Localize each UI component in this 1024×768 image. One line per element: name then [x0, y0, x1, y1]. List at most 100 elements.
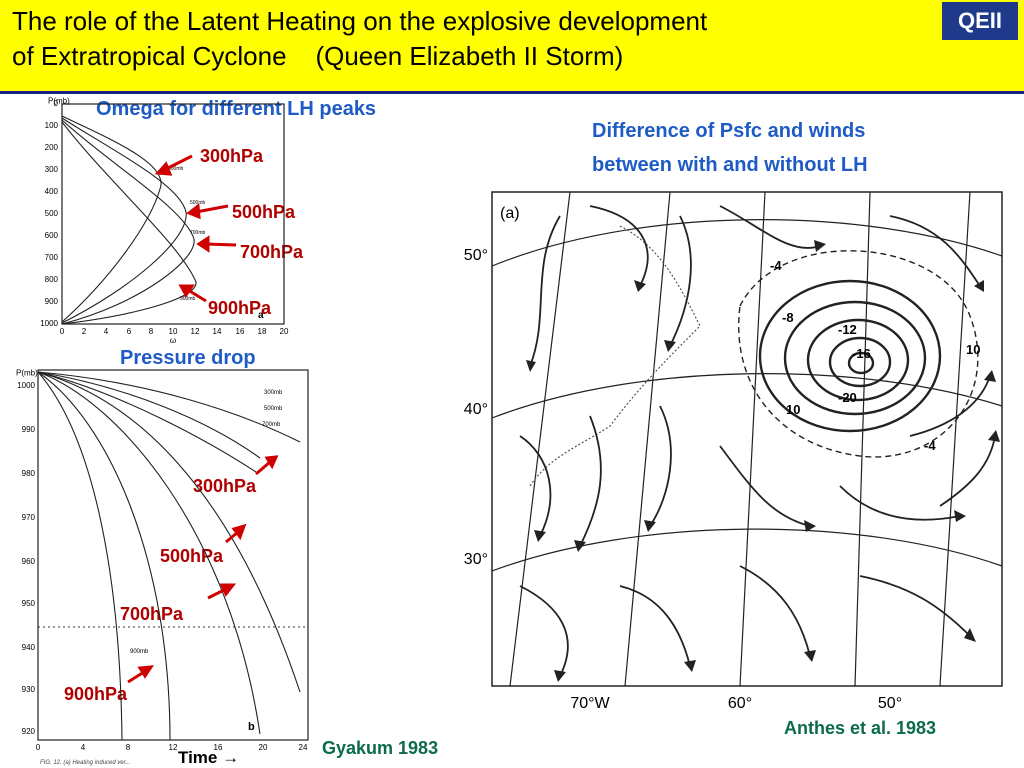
lat-label-40: 40°	[464, 401, 488, 418]
map-caption-line-2: between with and without LH	[592, 154, 868, 176]
omega-xtick: 6	[127, 327, 132, 336]
longitude-line	[854, 191, 871, 687]
omega-curve-label-500: 500mb	[190, 200, 206, 206]
streamline	[669, 215, 692, 347]
pressure-curve-label-900: 900mb	[130, 649, 149, 655]
pressure-ytick: 940	[22, 643, 36, 652]
pressure-ytick: 930	[22, 685, 36, 694]
omega-arrows	[154, 154, 237, 303]
longitude-line-50	[939, 191, 971, 687]
pressure-xtick: 20	[259, 743, 268, 752]
omega-xtick: 2	[82, 327, 87, 336]
omega-ytick: 100	[45, 121, 59, 130]
red-arrow-head	[219, 583, 237, 597]
red-arrow-head	[264, 455, 279, 470]
wind-streamlines	[519, 205, 996, 677]
contour-label: -8	[782, 310, 794, 325]
contour-label: 10	[966, 342, 980, 357]
pressure-curve-900	[37, 371, 301, 693]
longitude-line-70w	[509, 191, 571, 687]
qeii-badge: QEII	[942, 2, 1018, 40]
omega-profile-figure: P(mb) 0 100 200 300 400 500 600 700 800 …	[40, 97, 289, 344]
contour-labels: -4 -8 -12 -16 -20 10 10 -4	[770, 258, 980, 453]
streamline	[619, 585, 691, 667]
contour-ring	[783, 300, 927, 416]
latitude-line-40	[491, 373, 1003, 419]
wind-arrowhead	[814, 240, 826, 252]
wind-arrowhead	[684, 660, 696, 672]
omega-curve-700	[61, 119, 195, 325]
wind-arrowhead	[644, 520, 656, 532]
omega-xtick: 20	[280, 327, 289, 336]
streamline	[839, 485, 961, 521]
omega-ytick: 1000	[40, 319, 58, 328]
contour-label: -4	[924, 438, 936, 453]
pressure-x-ticks: 0 4 8 12 16 20 24	[36, 743, 308, 752]
pressure-curve-500	[37, 371, 261, 459]
contour-label: -20	[838, 390, 857, 405]
wind-arrowhead	[634, 280, 646, 292]
streamline	[519, 435, 552, 537]
omega-annot-500: 500hPa	[232, 202, 296, 222]
omega-annot-300: 300hPa	[200, 146, 264, 166]
omega-ytick: 200	[45, 143, 59, 152]
wind-arrowhead	[804, 520, 816, 532]
streamline	[739, 565, 811, 657]
map-caption-line-1: Difference of Psfc and winds	[592, 120, 866, 142]
streamline	[889, 215, 981, 287]
pressure-curve-6	[37, 371, 123, 741]
pressure-drop-figure: P(mb) 1000 990 980 970 960 950 940 930 9…	[16, 369, 309, 766]
contour-ring	[806, 318, 910, 402]
pressure-ytick: 990	[22, 425, 36, 434]
omega-x-ticks: 0 2 4 6 8 10 12 14 16 18 20	[60, 327, 289, 336]
pressure-xtick: 0	[36, 743, 41, 752]
omega-curve-label-300: 300mb	[168, 166, 184, 172]
streamline	[939, 435, 996, 507]
omega-annot-900: 900hPa	[208, 298, 272, 318]
lat-label-30: 30°	[464, 551, 488, 568]
omega-curve-900	[61, 121, 197, 325]
red-arrow-head	[196, 235, 210, 253]
contour-label: -12	[838, 322, 857, 337]
streamline	[519, 585, 569, 677]
red-arrow-head	[137, 665, 154, 679]
omega-ytick: 0	[54, 99, 59, 108]
title-bar: The role of the Latent Heating on the ex…	[0, 0, 1024, 94]
omega-curve-label-700: 700mb	[190, 230, 206, 236]
pressure-curve-300	[37, 371, 301, 443]
lon-label-60: 60°	[728, 695, 752, 712]
streamline	[719, 205, 821, 249]
streamline	[859, 575, 971, 637]
pressure-axis-label: P(mb)	[16, 369, 38, 378]
red-arrow-head	[231, 523, 247, 541]
longitude-line-60	[739, 191, 766, 687]
time-label: Time →	[178, 748, 240, 767]
pressure-caption: Pressure drop	[120, 347, 256, 369]
pressure-ytick: 920	[22, 727, 36, 736]
red-arrow-head	[186, 203, 201, 220]
omega-xtick: 10	[169, 327, 178, 336]
lon-labels: 70°W 60° 50°	[570, 695, 902, 712]
contour-outer	[738, 250, 979, 458]
red-arrow	[205, 242, 237, 247]
omega-curve-labels: 300mb 500mb 700mb 900mb	[168, 166, 206, 302]
red-arrow	[255, 460, 271, 476]
latitude-line-50	[491, 219, 1003, 267]
pressure-curves	[37, 371, 301, 741]
pressure-panel-letter: b	[248, 721, 255, 733]
wind-arrowhead	[534, 530, 546, 542]
omega-axis-label: P(mb)	[48, 97, 70, 106]
slide-title: The role of the Latent Heating on the ex…	[12, 4, 932, 74]
pressure-curve-4	[37, 371, 261, 735]
wind-arrowheads	[526, 240, 1000, 682]
wind-arrowhead	[664, 340, 676, 352]
pressure-curve-label-500: 500mb	[264, 406, 283, 412]
omega-xtick: 8	[149, 327, 154, 336]
map-panel-letter: (a)	[500, 205, 520, 222]
pressure-xtick: 8	[126, 743, 131, 752]
red-arrow	[187, 288, 207, 303]
omega-xtick: 14	[213, 327, 222, 336]
coastline	[529, 225, 701, 487]
contour-ring	[828, 336, 892, 388]
pressure-arrows	[127, 455, 279, 684]
